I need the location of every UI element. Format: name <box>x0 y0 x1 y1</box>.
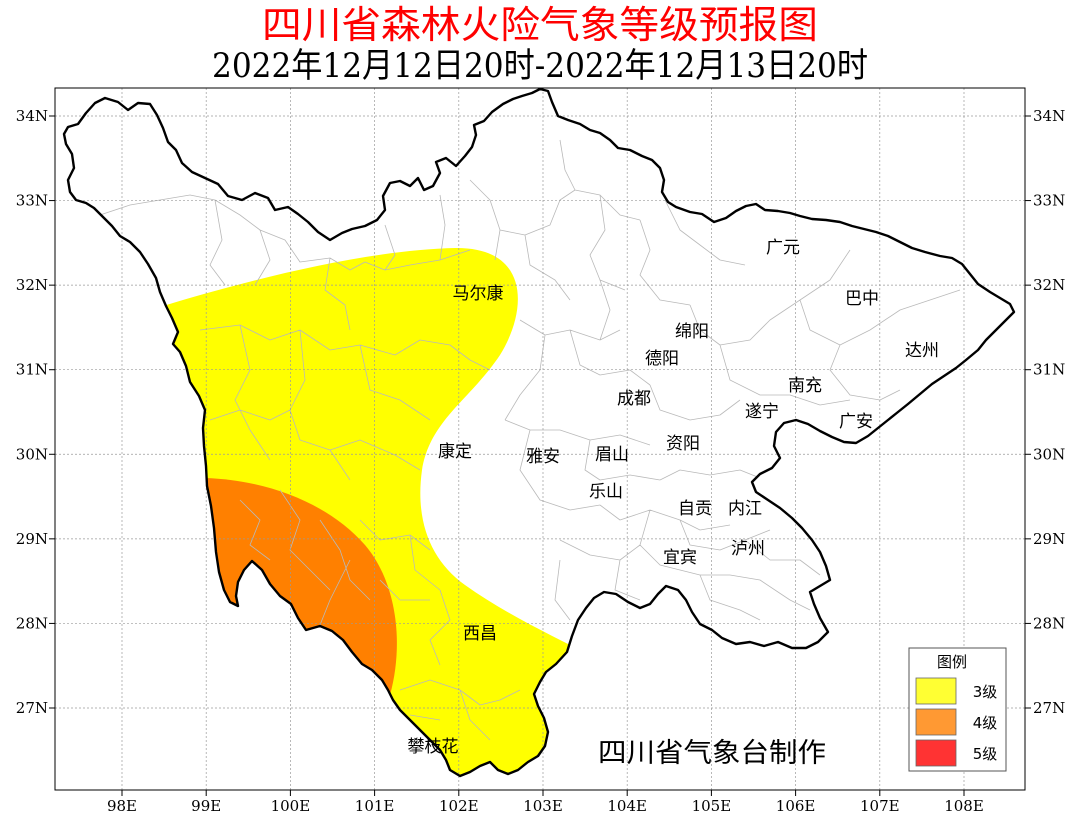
axis-layer: 34N 34N 33N 33N 32N 32N 31N 31N 30N 30N 29N 29N 28N 2… <box>16 107 1065 815</box>
latitude-label-left: 31N <box>16 361 48 379</box>
latitude-label-left: 33N <box>16 192 48 210</box>
city-label-maerkang: 马尔康 <box>453 284 504 304</box>
legend-label-level-5: 5级 <box>973 745 998 763</box>
city-label-luzhou: 泸州 <box>731 539 765 559</box>
longitude-label: 106E <box>776 797 816 815</box>
grid-layer <box>55 88 1025 790</box>
danger-fill-layer <box>64 139 961 776</box>
city-labels: 广元 巴中 达州 马尔康 绵阳 德阳 南充 成都 遂宁 广安 康定 雅安 眉山 … <box>408 238 940 757</box>
latitude-label-right: 27N <box>1033 699 1065 717</box>
longitude-label: 100E <box>271 797 311 815</box>
city-label-chengdu: 成都 <box>617 389 651 409</box>
city-label-dazhou: 达州 <box>905 341 939 361</box>
longitude-label: 108E <box>944 797 984 815</box>
legend-label-level-3: 3级 <box>973 683 998 701</box>
longitude-label: 107E <box>860 797 900 815</box>
legend-label-level-4: 4级 <box>973 714 998 732</box>
latitude-label-right: 30N <box>1033 445 1065 463</box>
map-frame <box>54 87 1026 791</box>
city-label-ziyang: 资阳 <box>666 434 700 454</box>
latitude-label-left: 29N <box>16 530 48 548</box>
city-label-kangding: 康定 <box>438 442 472 462</box>
city-label-guangan: 广安 <box>839 412 873 432</box>
city-label-neijiang: 内江 <box>728 499 762 519</box>
city-label-suining: 遂宁 <box>745 402 779 422</box>
longitude-label: 105E <box>692 797 732 815</box>
legend-title: 图例 <box>937 653 967 671</box>
city-label-mianyang: 绵阳 <box>675 322 709 342</box>
longitude-label: 98E <box>107 797 137 815</box>
latitude-label-right: 34N <box>1033 107 1065 125</box>
latitude-label-right: 31N <box>1033 361 1065 379</box>
longitude-label: 103E <box>523 797 563 815</box>
city-label-bazhong: 巴中 <box>845 289 879 309</box>
province-border <box>62 87 1016 778</box>
producer-credit: 四川省气象台制作 <box>598 738 826 769</box>
city-label-zigong: 自贡 <box>678 499 712 519</box>
longitude-label: 104E <box>607 797 647 815</box>
city-label-yibin: 宜宾 <box>663 548 697 568</box>
legend-swatch-level-4 <box>915 708 957 736</box>
map-title: 四川省森林火险气象等级预报图 <box>262 3 818 47</box>
legend-swatch-level-3 <box>915 677 957 705</box>
map-subtitle: 2022年12月12日20时-2022年12月13日20时 <box>212 46 868 86</box>
longitude-label: 99E <box>191 797 221 815</box>
city-label-meishan: 眉山 <box>595 445 629 465</box>
county-boundaries <box>99 139 961 741</box>
latitude-label-left: 34N <box>16 107 48 125</box>
latitude-label-right: 29N <box>1033 530 1065 548</box>
latitude-label-left: 27N <box>16 699 48 717</box>
longitude-label: 101E <box>355 797 395 815</box>
legend-swatch-level-5 <box>915 739 957 767</box>
city-label-deyang: 德阳 <box>645 349 679 369</box>
latitude-label-left: 32N <box>16 276 48 294</box>
city-label-xichang: 西昌 <box>463 624 497 644</box>
longitude-label: 102E <box>439 797 479 815</box>
city-label-leshan: 乐山 <box>589 482 623 502</box>
latitude-label-left: 30N <box>16 445 48 463</box>
latitude-label-right: 28N <box>1033 614 1065 632</box>
city-label-nanchong: 南充 <box>788 376 822 396</box>
legend: 图例 3级 4级 5级 <box>908 647 1007 772</box>
latitude-label-right: 32N <box>1033 276 1065 294</box>
city-label-panzhihua: 攀枝花 <box>408 737 459 757</box>
city-label-yaan: 雅安 <box>526 447 560 467</box>
city-label-guangyuan: 广元 <box>766 238 800 258</box>
latitude-label-right: 33N <box>1033 192 1065 210</box>
latitude-label-left: 28N <box>16 614 48 632</box>
